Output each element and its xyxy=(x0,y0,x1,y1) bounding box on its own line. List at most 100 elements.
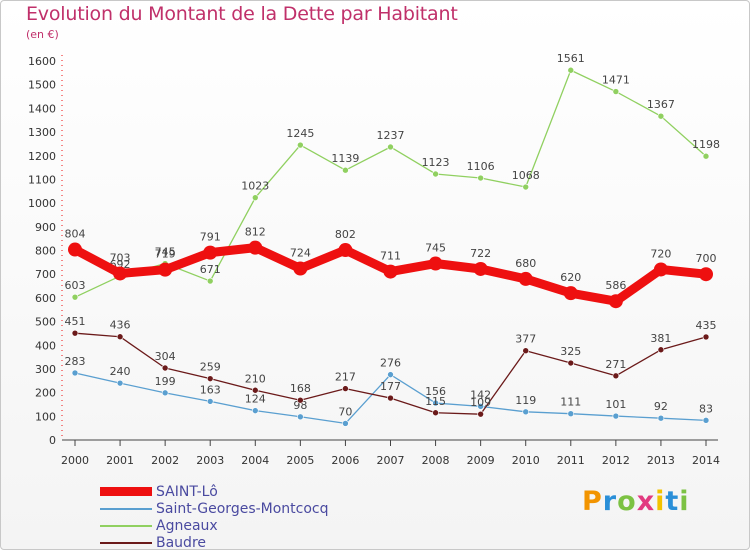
data-label-saint-georges-montcocq: 276 xyxy=(380,357,401,370)
data-label-agneaux: 1198 xyxy=(692,138,720,151)
proxiti-logo: Proxiti xyxy=(582,486,690,517)
chart-legend: SAINT-Lô Saint-Georges-Montcocq Agneaux Bau… xyxy=(100,483,329,551)
data-point-baudre xyxy=(342,385,349,392)
data-label-saint-l-: 802 xyxy=(335,228,356,241)
data-label-baudre: 304 xyxy=(155,350,176,363)
data-point-agneaux xyxy=(522,183,530,191)
data-point-saint-l- xyxy=(338,243,353,258)
data-label-baudre: 377 xyxy=(515,333,536,346)
x-tick-label: 2010 xyxy=(512,454,540,467)
data-point-saint-georges-montcocq xyxy=(71,369,79,377)
data-point-saint-l- xyxy=(383,264,398,279)
data-label-baudre: 168 xyxy=(290,382,311,395)
data-label-agneaux: 1123 xyxy=(422,156,450,169)
data-point-agneaux xyxy=(387,143,394,151)
data-point-saint-georges-montcocq xyxy=(297,413,304,421)
data-point-baudre xyxy=(161,364,169,372)
series-line-agneaux xyxy=(74,69,707,298)
data-label-baudre: 259 xyxy=(200,361,221,374)
legend-swatch xyxy=(100,487,152,496)
data-point-baudre xyxy=(522,347,530,354)
legend-label: Baudre xyxy=(156,534,207,551)
data-point-baudre xyxy=(477,410,484,418)
y-tick-label: 300 xyxy=(35,363,56,376)
data-label-agneaux: 1245 xyxy=(286,127,314,140)
data-label-saint-georges-montcocq: 111 xyxy=(560,396,581,409)
data-point-agneaux xyxy=(567,66,575,74)
data-label-saint-l-: 745 xyxy=(425,242,446,255)
data-label-agneaux: 1367 xyxy=(647,98,675,111)
data-label-agneaux: 1237 xyxy=(377,129,405,142)
data-point-saint-l- xyxy=(293,261,308,276)
data-label-saint-l-: 711 xyxy=(380,250,401,263)
data-point-agneaux xyxy=(702,152,710,160)
logo-letter: t xyxy=(665,486,680,517)
data-label-saint-l-: 804 xyxy=(65,228,86,241)
y-tick-label: 200 xyxy=(35,387,56,400)
data-label-baudre: 451 xyxy=(65,315,86,328)
logo-letter: i xyxy=(655,486,666,517)
data-point-saint-georges-montcocq xyxy=(522,408,530,416)
data-label-baudre: 115 xyxy=(425,395,446,408)
data-label-saint-georges-montcocq: 199 xyxy=(155,375,176,388)
data-point-saint-georges-montcocq xyxy=(477,403,484,410)
legend-item: Agneaux xyxy=(100,517,329,534)
data-label-baudre: 109 xyxy=(470,396,491,409)
data-label-agneaux: 1139 xyxy=(331,152,359,165)
data-label-agneaux: 1471 xyxy=(602,74,630,87)
data-label-saint-georges-montcocq: 70 xyxy=(338,405,352,418)
data-point-baudre xyxy=(206,375,214,382)
data-point-baudre xyxy=(612,372,620,380)
data-label-saint-l-: 703 xyxy=(110,251,131,264)
legend-label: SAINT-Lô xyxy=(156,483,218,500)
x-tick-label: 2003 xyxy=(196,454,224,467)
data-label-saint-georges-montcocq: 98 xyxy=(293,399,307,412)
logo-letter: r xyxy=(602,486,618,517)
y-tick-label: 900 xyxy=(35,221,56,234)
data-label-saint-georges-montcocq: 142 xyxy=(470,388,491,401)
data-point-baudre xyxy=(387,394,394,402)
data-point-saint-georges-montcocq xyxy=(161,389,169,397)
logo-letter: o xyxy=(617,486,637,517)
legend-swatch xyxy=(100,524,152,527)
y-tick-label: 400 xyxy=(35,339,56,352)
x-tick-label: 2008 xyxy=(422,454,450,467)
data-label-saint-georges-montcocq: 156 xyxy=(425,385,446,398)
legend-item: SAINT-Lô xyxy=(100,483,329,500)
data-point-baudre xyxy=(251,386,259,394)
y-tick-label: 500 xyxy=(35,316,56,329)
data-point-baudre xyxy=(432,409,439,417)
y-tick-label: 1500 xyxy=(28,79,56,92)
data-label-saint-l-: 680 xyxy=(515,257,536,270)
data-point-saint-l- xyxy=(428,256,443,271)
x-tick-label: 2002 xyxy=(151,454,179,467)
chart-subtitle: (en €) xyxy=(26,28,59,41)
data-point-saint-l- xyxy=(699,267,713,282)
logo-letter: x xyxy=(636,486,656,517)
data-point-agneaux xyxy=(297,141,304,149)
data-point-saint-georges-montcocq xyxy=(702,417,710,424)
data-point-agneaux xyxy=(432,170,439,178)
x-tick-label: 2000 xyxy=(61,454,89,467)
y-tick-label: 700 xyxy=(35,268,56,281)
logo-letter: P xyxy=(582,486,603,517)
data-label-saint-l-: 719 xyxy=(155,248,176,261)
data-label-agneaux: 603 xyxy=(65,279,86,292)
data-point-saint-l- xyxy=(113,266,128,281)
data-label-agneaux: 1561 xyxy=(557,52,585,65)
data-point-agneaux xyxy=(657,112,665,120)
data-label-saint-georges-montcocq: 83 xyxy=(699,402,713,415)
data-label-saint-georges-montcocq: 163 xyxy=(200,383,221,396)
data-label-saint-l-: 700 xyxy=(696,252,717,265)
legend-item: Baudre xyxy=(100,534,329,551)
x-tick-label: 2006 xyxy=(331,454,359,467)
data-label-saint-georges-montcocq: 240 xyxy=(110,365,131,378)
x-tick-label: 2013 xyxy=(647,454,675,467)
x-tick-label: 2011 xyxy=(557,454,585,467)
data-point-agneaux xyxy=(612,88,620,95)
data-label-baudre: 271 xyxy=(605,358,626,371)
x-tick-label: 2001 xyxy=(106,454,134,467)
data-point-agneaux xyxy=(206,277,214,285)
data-point-saint-l- xyxy=(473,261,488,276)
